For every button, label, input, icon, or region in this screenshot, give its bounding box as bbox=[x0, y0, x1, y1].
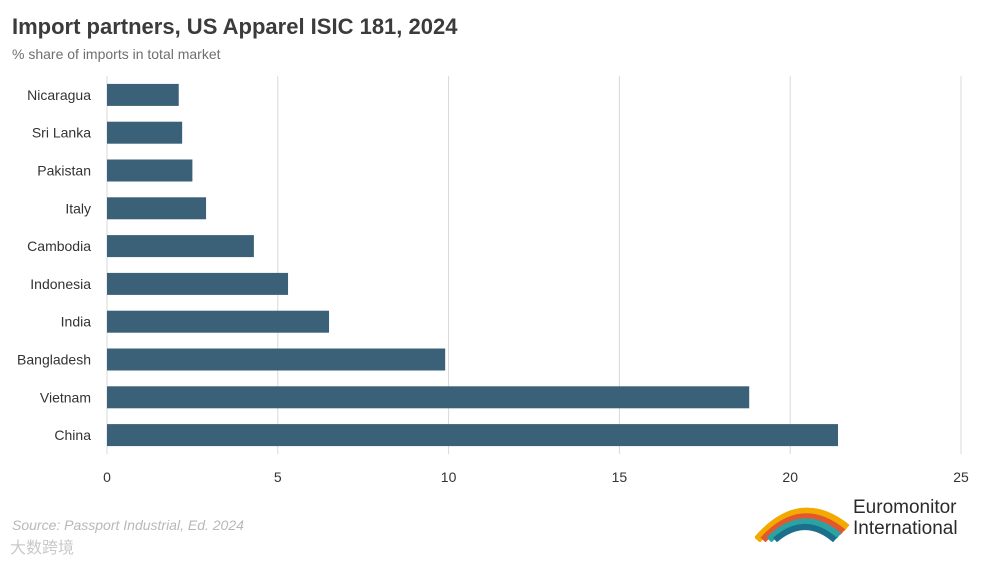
x-tick-label-20: 20 bbox=[782, 469, 798, 485]
bar-vietnam bbox=[107, 386, 750, 409]
bar-cambodia bbox=[107, 235, 254, 258]
logo-line1: Euromonitor bbox=[853, 497, 957, 518]
bar-bangladesh bbox=[107, 348, 446, 371]
x-tick-label-10: 10 bbox=[441, 469, 457, 485]
chart-subtitle: % share of imports in total market bbox=[12, 46, 221, 62]
bar-pakistan bbox=[107, 159, 193, 182]
bar-chart: 0 5 10 15 20 25 Nicaragua Sri Lanka Pakistan Ital… bbox=[17, 76, 969, 485]
bar-nicaragua bbox=[107, 83, 179, 106]
y-tick-label-vietnam: Vietnam bbox=[40, 389, 91, 405]
bar-sri-lanka bbox=[107, 121, 183, 144]
source-note: Source: Passport Industrial, Ed. 2024 bbox=[12, 517, 244, 533]
x-tick-label-0: 0 bbox=[103, 469, 111, 485]
chart-title: Import partners, US Apparel ISIC 181, 20… bbox=[12, 14, 458, 39]
y-tick-label-indonesia: Indonesia bbox=[30, 276, 91, 292]
y-tick-label-india: India bbox=[61, 314, 92, 330]
y-tick-label-china: China bbox=[54, 427, 91, 443]
watermark-text: 大数跨境 bbox=[10, 540, 75, 557]
bar-italy bbox=[107, 197, 207, 220]
rainbow-arc-icon bbox=[753, 507, 850, 543]
logo-line2: International bbox=[853, 518, 958, 539]
bar-india bbox=[107, 310, 330, 333]
euromonitor-logo: Euromonitor International bbox=[753, 494, 995, 544]
y-tick-label-bangladesh: Bangladesh bbox=[17, 352, 91, 368]
y-tick-label-sri-lanka: Sri Lanka bbox=[32, 125, 91, 141]
x-tick-label-15: 15 bbox=[612, 469, 628, 485]
y-tick-label-italy: Italy bbox=[65, 200, 91, 216]
y-tick-label-pakistan: Pakistan bbox=[37, 163, 91, 179]
y-tick-label-nicaragua: Nicaragua bbox=[27, 87, 91, 103]
y-tick-label-cambodia: Cambodia bbox=[27, 238, 91, 254]
bar-indonesia bbox=[107, 272, 289, 295]
bar-china bbox=[107, 424, 839, 447]
x-tick-label-25: 25 bbox=[953, 469, 969, 485]
x-tick-label-5: 5 bbox=[274, 469, 282, 485]
